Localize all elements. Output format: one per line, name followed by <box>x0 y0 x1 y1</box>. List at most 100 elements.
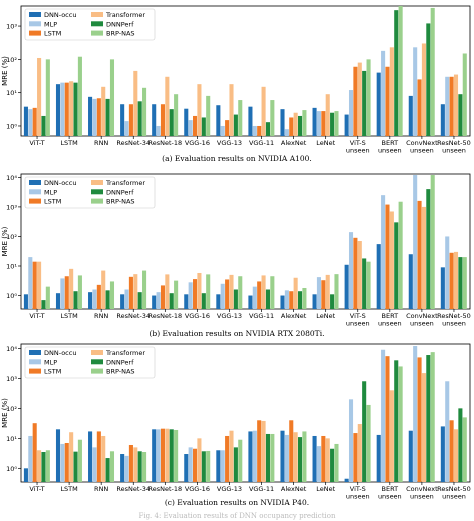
bar-brp-nas <box>45 286 50 309</box>
y-tick-label: 10² <box>6 233 17 241</box>
bar-dnnperf <box>330 448 335 482</box>
bar-lstm <box>417 200 422 309</box>
bar-mlp <box>348 232 354 309</box>
bar-dnn-occu <box>216 450 221 482</box>
x-tick-label: ResNet-50 unseen <box>437 485 471 501</box>
bar-lstm <box>32 261 37 309</box>
bar-lstm <box>225 435 230 482</box>
bar-transformer <box>69 268 74 309</box>
bar-brp-nas <box>366 59 371 136</box>
bar-brp-nas <box>174 429 179 482</box>
x-tick-label-line: ResNet-50 <box>437 485 471 493</box>
x-tick-label-line: unseen <box>410 320 434 328</box>
bar-dnnperf <box>426 189 431 309</box>
bar-transformer <box>133 274 138 309</box>
x-tick-label: AlexNet <box>281 139 307 147</box>
bar-brp-nas <box>366 404 371 482</box>
bar-lstm <box>96 431 101 482</box>
legend-swatch <box>91 359 103 365</box>
bar-transformer <box>133 70 138 136</box>
bar-dnnperf <box>41 115 46 136</box>
x-tick-label: ViT-S unseen <box>346 139 370 155</box>
legend-swatch <box>29 368 41 374</box>
bar-mlp <box>445 236 450 309</box>
bar-mlp <box>413 346 418 482</box>
x-tick-label-line: BERT <box>382 312 399 320</box>
x-tick-label: BERT unseen <box>378 485 402 501</box>
bar-brp-nas <box>109 59 115 136</box>
bar-lstm <box>160 104 166 136</box>
bar-mlp <box>60 278 65 309</box>
bar-dnnperf <box>394 10 399 136</box>
bar-dnn-occu <box>88 431 93 482</box>
bar-lstm <box>160 428 166 482</box>
legend-label: MLP <box>44 188 57 196</box>
bar-lstm <box>257 125 262 136</box>
bar-transformer <box>101 435 106 482</box>
x-tick-label-line: ViT-S <box>350 312 366 320</box>
y-tick-label: 10² <box>6 405 17 413</box>
bar-mlp <box>220 283 225 309</box>
bar-dnn-occu <box>88 96 93 136</box>
bar-transformer <box>197 84 202 136</box>
bar-dnnperf <box>73 82 78 136</box>
bar-dnn-occu <box>312 435 317 482</box>
bar-brp-nas <box>206 95 211 136</box>
chart-panel-2: 10⁰ 10¹ 10² 10³ 10⁴ MRE (%) ViT-T LSTM RNN ResNet… <box>1 173 471 338</box>
legend-label: Transformer <box>105 179 145 187</box>
bar-mlp <box>124 121 129 136</box>
x-tick-label-line: unseen <box>346 493 370 501</box>
bar-transformer <box>293 277 298 309</box>
bar-mlp <box>252 286 257 309</box>
bar-dnn-occu <box>152 104 157 136</box>
bar-mlp <box>220 125 225 136</box>
bar-dnn-occu <box>408 254 413 309</box>
bar-mlp <box>348 90 354 136</box>
y-tick-label: 10¹ <box>6 435 17 443</box>
bar-mlp <box>156 429 161 482</box>
x-tick-label-line: ViT-S <box>350 485 366 493</box>
legend-label: LSTM <box>44 30 61 38</box>
chart-panels: 10⁰ 10¹ 10² 10³ MRE (%) ViT-T LSTM RNN ResNet-34… <box>1 5 471 507</box>
y-tick-label: 10⁰ <box>6 465 17 473</box>
bar-lstm <box>321 280 326 309</box>
bar-mlp <box>92 289 97 309</box>
bar-dnn-occu <box>152 295 157 309</box>
bar-dnnperf <box>169 429 174 482</box>
bar-dnn-occu <box>408 430 413 482</box>
bar-brp-nas <box>238 439 243 482</box>
bar-transformer <box>357 424 362 482</box>
bar-dnnperf <box>394 222 399 309</box>
bar-lstm <box>289 420 294 482</box>
legend-label: DNN-occu <box>44 179 76 187</box>
bar-dnn-occu <box>55 84 61 136</box>
bar-brp-nas <box>398 201 403 309</box>
bar-dnnperf <box>201 117 206 136</box>
x-tick-label-line: BERT <box>382 485 399 493</box>
bar-dnn-occu <box>23 294 28 309</box>
legend-swatch <box>91 30 103 36</box>
legend-box <box>24 346 156 379</box>
bar-lstm <box>353 66 358 136</box>
x-tick-label: ViT-T <box>29 139 44 147</box>
bar-dnnperf <box>362 381 367 482</box>
bar-transformer <box>389 211 394 309</box>
x-tick-label: ViT-T <box>29 485 44 493</box>
bar-dnn-occu <box>312 107 317 136</box>
bar-brp-nas <box>45 450 50 482</box>
bar-transformer <box>325 274 330 309</box>
bar-mlp <box>156 125 161 136</box>
bar-dnn-occu <box>440 426 445 482</box>
bar-lstm <box>193 448 198 482</box>
bar-dnnperf <box>458 408 463 482</box>
x-tick-label: AlexNet <box>281 485 307 493</box>
y-tick-label: 10² <box>6 56 17 64</box>
x-tick-label: RNN <box>94 312 108 320</box>
bar-dnnperf <box>330 294 335 309</box>
bar-lstm <box>193 279 198 309</box>
bar-transformer <box>421 43 426 136</box>
plot-frame <box>20 343 471 483</box>
bar-brp-nas <box>142 87 147 136</box>
bar-dnnperf <box>330 112 335 136</box>
